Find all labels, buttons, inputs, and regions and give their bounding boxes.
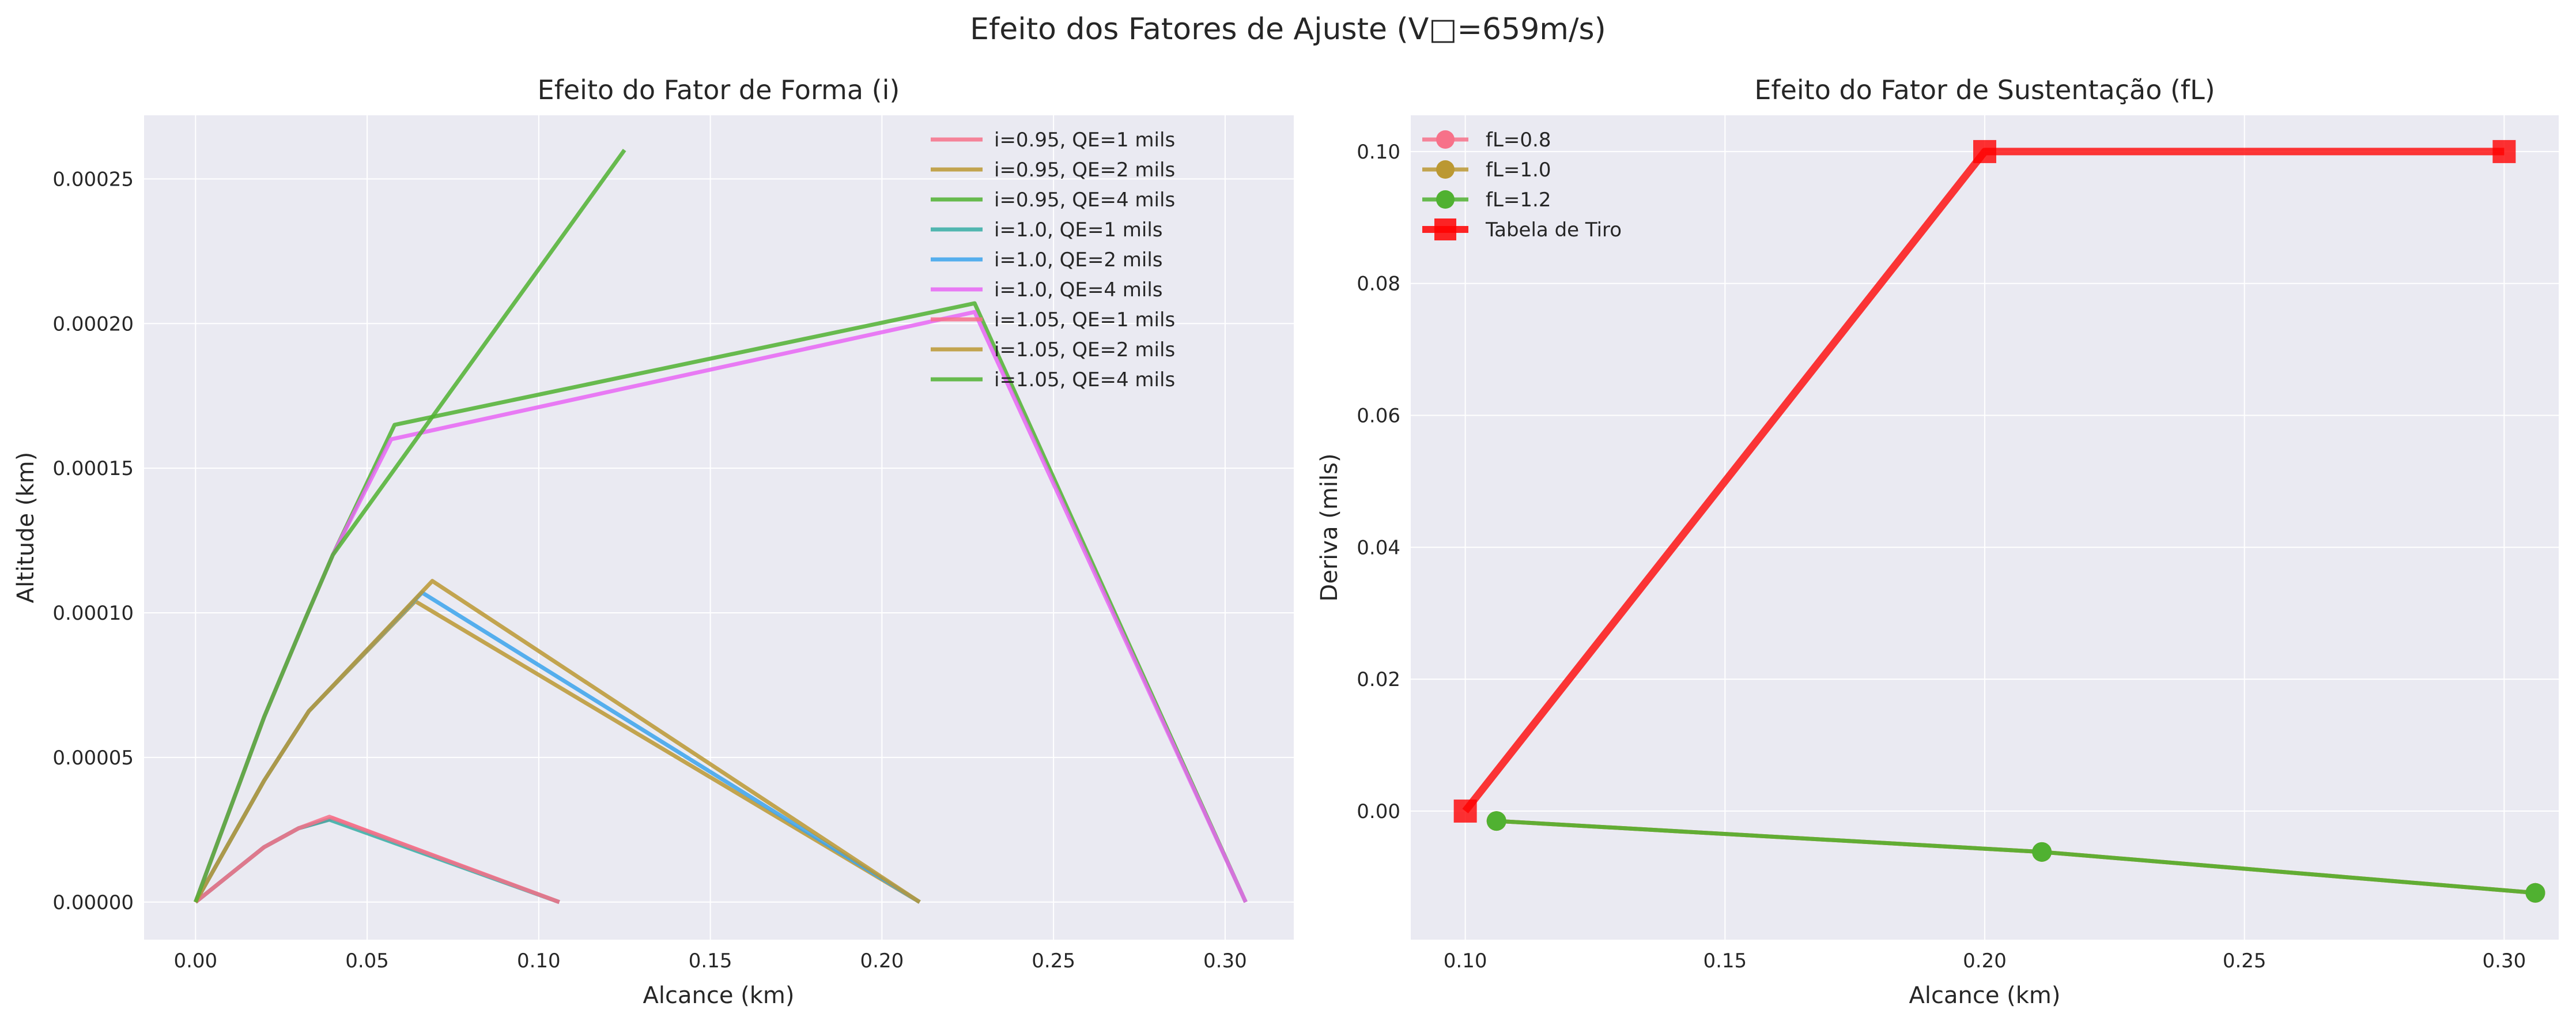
legend-item: i=1.0, QE=4 mils [931,278,1163,302]
y-tick-label: 0.00020 [52,312,134,336]
series-i-1-05-qe-4-mils [194,149,626,903]
series-group [1453,140,2545,903]
x-tick-label: 0.30 [2483,949,2526,973]
data-point [2492,140,2516,163]
grid [1411,115,2559,940]
legend-item: fL=1.0 [1422,159,1551,182]
legend-item: i=1.0, QE=1 mils [931,218,1163,242]
series-tabela-de-tiro [1453,140,2516,823]
legend-item: i=0.95, QE=4 mils [931,189,1175,212]
x-tick-label: 0.10 [1444,949,1487,973]
y-tick-label: 0.02 [1357,668,1400,691]
x-tick-label: 0.25 [2223,949,2267,973]
data-point [2032,842,2052,862]
y-axis-label: Deriva (mils) [1316,453,1343,601]
x-tick-label: 0.10 [517,949,561,973]
legend-marker [1436,160,1455,179]
legend-label: fL=0.8 [1486,129,1551,152]
x-tick-label: 0.20 [1963,949,2007,973]
x-axis-label: Alcance (km) [643,982,795,1009]
legend-item: fL=1.2 [1422,189,1551,212]
x-tick-label: 0.20 [860,949,904,973]
data-point [2525,883,2545,903]
y-tick-label: 0.00000 [52,891,134,914]
legend-label: fL=1.2 [1486,189,1551,212]
chart-title: Efeito do Fator de Forma (i) [538,74,900,105]
x-tick-label: 0.30 [1203,949,1247,973]
y-tick-label: 0.00 [1357,800,1400,823]
legend-label: Tabela de Tiro [1485,218,1622,242]
y-tick-label: 0.04 [1357,536,1400,559]
legend-label: i=0.95, QE=4 mils [994,189,1175,212]
data-point [1486,811,1506,831]
legend-item: i=1.05, QE=2 mils [931,338,1175,361]
y-tick-label: 0.00025 [52,168,134,191]
series-line [194,579,921,904]
data-point [1453,799,1477,823]
chart-form-factor: 0.00 0.05 0.10 0.15 0.20 0.25 0.30 0.00000 0.000… [13,74,1294,1009]
legend-label: i=1.05, QE=4 mils [994,368,1175,391]
x-tick-label: 0.05 [345,949,389,973]
series-i-1-05-qe-2-mils [194,579,921,904]
legend-label: i=0.95, QE=1 mils [994,129,1175,152]
x-tick-label: 0.15 [1703,949,1747,973]
legend-label: i=0.95, QE=2 mils [994,159,1175,182]
chart-lift-factor: 0.10 0.15 0.20 0.25 0.30 0.00 0.02 0.04 0.06 0.08… [1316,74,2559,1009]
legend-item: i=1.05, QE=4 mils [931,368,1175,391]
y-tick-label: 0.10 [1357,141,1400,164]
grid [144,115,1294,940]
y-tick-label: 0.00005 [52,747,134,770]
x-tick-label: 0.15 [689,949,732,973]
legend-label: i=1.05, QE=2 mils [994,338,1175,361]
legend-item: i=1.05, QE=1 mils [931,308,1175,331]
x-tick-label: 0.25 [1032,949,1075,973]
legend: fL=0.8 fL=1.0 fL=1.2 Tabela de Tiro [1422,129,1622,242]
legend-label: i=1.05, QE=1 mils [994,308,1175,331]
legend-marker [1434,218,1456,240]
series-line [194,149,626,903]
plot-area [144,115,1294,940]
data-point [1973,140,1996,163]
legend-marker [1436,190,1455,209]
y-tick-label: 0.00015 [52,457,134,480]
legend-item: fL=0.8 [1422,129,1551,152]
legend: i=0.95, QE=1 mils i=0.95, QE=2 mils i=0.95… [931,129,1175,391]
legend-item: i=1.0, QE=2 mils [931,248,1163,272]
legend-marker [1436,130,1455,149]
x-tick-label: 0.00 [173,949,217,973]
legend-label: i=1.0, QE=1 mils [994,218,1163,242]
legend-label: i=1.0, QE=2 mils [994,248,1163,272]
legend-label: i=1.0, QE=4 mils [994,278,1163,302]
ticks: 0.10 0.15 0.20 0.25 0.30 0.00 0.02 0.04 0.06 0.08… [1357,141,2526,973]
series-fl-1-2 [1486,811,2545,903]
y-tick-label: 0.06 [1357,405,1400,428]
series-group [194,149,1248,905]
legend-item: i=0.95, QE=2 mils [931,159,1175,182]
series-line [194,815,560,905]
y-tick-label: 0.08 [1357,273,1400,296]
figure-suptitle: Efeito dos Fatores de Ajuste (V□=659m/s) [970,12,1606,47]
x-axis-label: Alcance (km) [1909,982,2061,1009]
y-tick-label: 0.00010 [52,602,134,625]
legend-item: i=0.95, QE=1 mils [931,129,1175,152]
y-axis-label: Altitude (km) [13,452,39,603]
legend-item: Tabela de Tiro [1422,218,1622,242]
ticks: 0.00 0.05 0.10 0.15 0.20 0.25 0.30 0.00000 0.000… [52,168,1247,973]
legend-label: fL=1.0 [1486,159,1551,182]
chart-title: Efeito do Fator de Sustentação (fL) [1754,74,2215,105]
series-i-1-05-qe-1-mils [194,815,560,905]
